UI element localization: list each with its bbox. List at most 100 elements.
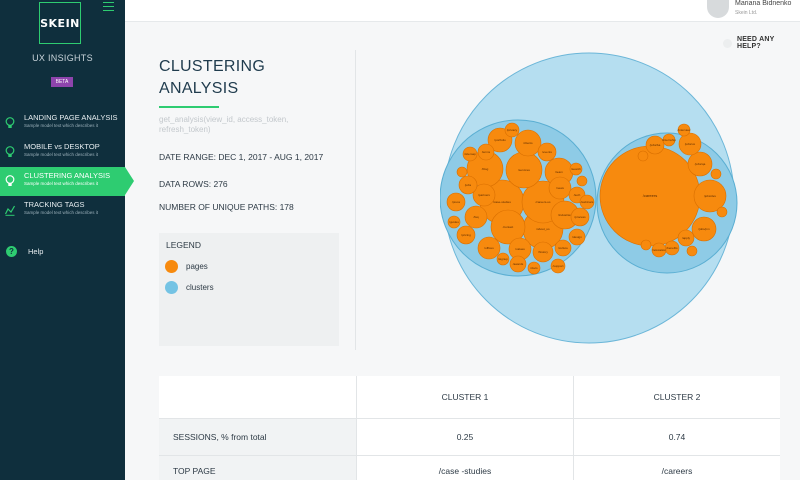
page-bubble[interactable] bbox=[537, 142, 557, 162]
logo-text: SKEIN bbox=[40, 16, 80, 30]
api-call-text: get_analysis(view_id, access_token, refr… bbox=[159, 115, 289, 134]
page-bubble[interactable] bbox=[490, 209, 526, 245]
page-bubble[interactable] bbox=[550, 258, 566, 274]
page-bubble[interactable] bbox=[645, 135, 665, 155]
page-bubble[interactable] bbox=[472, 183, 496, 207]
sidebar-item-label: TRACKING TAGS bbox=[24, 200, 85, 209]
page-bubble[interactable] bbox=[496, 252, 510, 266]
panel-divider bbox=[355, 50, 356, 350]
page-bubble-label: /tech bbox=[574, 193, 581, 197]
page-bubble[interactable] bbox=[458, 175, 478, 195]
legend-label: pages bbox=[186, 262, 208, 271]
sidebar-item-mobile-vs-desktop[interactable]: MOBILE vs DESKTOP Sample model text whic… bbox=[0, 138, 125, 167]
bulb-icon bbox=[5, 175, 15, 186]
page-bubble[interactable] bbox=[693, 179, 727, 213]
page-bubble[interactable] bbox=[640, 239, 652, 251]
page-bubble-label: /portfolio bbox=[494, 138, 506, 142]
page-bubble-label: /about_us bbox=[536, 227, 550, 231]
legend: LEGEND pages clusters bbox=[159, 233, 339, 346]
page-bubble[interactable] bbox=[446, 192, 466, 212]
page-bubble[interactable] bbox=[678, 132, 702, 156]
date-range: DATE RANGE: DEC 1, 2017 - AUG 1, 2017 bbox=[159, 152, 324, 162]
page-bubble-label: /press bbox=[452, 200, 461, 204]
page-bubble[interactable] bbox=[509, 255, 527, 273]
cluster-2-group: /careers/jobs/dev/jobs/qa/jobs/pm/jobs/u… bbox=[596, 123, 738, 274]
page-bubble-label: /jobs bbox=[465, 183, 472, 187]
page-bubble[interactable] bbox=[677, 229, 695, 247]
page-bubble-label: /benefits bbox=[666, 246, 678, 250]
page-bubble-label: /clients bbox=[523, 141, 533, 145]
page-bubble-label: /guides bbox=[449, 220, 459, 224]
sidebar-item-landing-page-analysis[interactable]: LANDING PAGE ANALYSIS Sample model text … bbox=[0, 109, 125, 138]
table-header-row: CLUSTER 1 CLUSTER 2 bbox=[159, 376, 780, 418]
table-header-cell bbox=[159, 376, 356, 418]
legend-swatch-pages bbox=[165, 260, 178, 273]
page-bubble[interactable] bbox=[576, 175, 588, 187]
page-bubble[interactable] bbox=[477, 236, 501, 260]
page-bubble-label: /jobs/dev bbox=[704, 194, 717, 198]
page-bubble-label: /news bbox=[556, 186, 564, 190]
avatar[interactable] bbox=[707, 0, 729, 18]
page-bubble[interactable] bbox=[686, 245, 698, 257]
page-bubble[interactable] bbox=[637, 150, 649, 162]
page-title: CLUSTERING ANALYSIS bbox=[159, 58, 266, 97]
sidebar-item-clustering-analysis[interactable]: CLUSTERING ANALYSIS Sample model text wh… bbox=[0, 167, 134, 196]
page-bubble-label: /values bbox=[515, 247, 525, 251]
page-bubble-label: /case-studies bbox=[493, 200, 511, 204]
page-bubble[interactable] bbox=[548, 176, 572, 200]
bulb-icon bbox=[5, 117, 15, 128]
table-row: TOP PAGE /case -studies /careers bbox=[159, 456, 780, 480]
page-bubble-label: /offices bbox=[484, 246, 494, 250]
page-bubble[interactable] bbox=[462, 146, 478, 162]
page-bubble-label: /jobs/ux bbox=[685, 142, 696, 146]
page-bubble-label: /blog bbox=[482, 167, 489, 171]
page-bubble[interactable] bbox=[570, 207, 590, 227]
page-bubble[interactable] bbox=[532, 241, 554, 263]
sidebar-help-link[interactable]: ? Help bbox=[6, 245, 43, 257]
page-bubble[interactable] bbox=[568, 228, 586, 246]
page-bubble[interactable] bbox=[456, 225, 476, 245]
page-bubble[interactable] bbox=[569, 162, 583, 176]
page-bubble[interactable] bbox=[527, 261, 541, 275]
need-help-button[interactable]: NEED ANY HELP? bbox=[723, 36, 800, 50]
sidebar-item-tracking-tags[interactable]: TRACKING TAGS Sample model text which de… bbox=[0, 196, 125, 225]
user-company: Skein Ltd. bbox=[735, 10, 758, 16]
sidebar-item-description: Sample model text which describes it bbox=[24, 210, 99, 215]
hamburger-menu-icon[interactable] bbox=[103, 2, 114, 11]
page-bubble[interactable] bbox=[716, 206, 728, 218]
page-bubble[interactable] bbox=[579, 194, 595, 210]
page-bubble-label: /jobs/qa bbox=[695, 162, 706, 166]
cluster-bubble-chart[interactable]: /case-studies/about_us/careers-us/servic… bbox=[440, 52, 740, 344]
skein-logo[interactable]: SKEIN bbox=[39, 2, 81, 44]
sidebar-nav: LANDING PAGE ANALYSIS Sample model text … bbox=[0, 109, 134, 225]
page-bubble[interactable] bbox=[464, 205, 488, 229]
sidebar-item-description: Sample model text which describes it bbox=[24, 152, 99, 157]
page-bubble[interactable] bbox=[456, 166, 468, 178]
table-cell: TOP PAGE bbox=[159, 456, 356, 480]
beta-badge: BETA bbox=[51, 77, 73, 87]
page-bubble[interactable] bbox=[504, 122, 520, 138]
help-label: Help bbox=[28, 246, 44, 256]
page-bubble-label: /team bbox=[555, 170, 563, 174]
page-bubble[interactable] bbox=[710, 168, 722, 180]
page-bubble[interactable] bbox=[687, 151, 713, 177]
page-bubble-label: /contact bbox=[503, 225, 514, 229]
page-bubble-label: /jobs/pm bbox=[698, 227, 710, 231]
user-name[interactable]: Mariana Bidnenko bbox=[735, 0, 792, 7]
page-bubble[interactable] bbox=[554, 239, 572, 257]
table-header-cell: CLUSTER 2 bbox=[573, 376, 780, 418]
page-bubble[interactable] bbox=[477, 143, 495, 161]
chart-icon bbox=[5, 205, 15, 216]
legend-swatch-clusters bbox=[165, 281, 178, 294]
legend-item-clusters: clusters bbox=[165, 281, 214, 294]
page-bubble[interactable] bbox=[651, 242, 667, 258]
page-bubble[interactable] bbox=[662, 133, 676, 147]
page-bubble[interactable] bbox=[514, 129, 542, 157]
page-bubble-label: /pricing bbox=[461, 233, 471, 237]
sidebar-item-label: LANDING PAGE ANALYSIS bbox=[24, 113, 118, 122]
page-bubble[interactable] bbox=[447, 215, 461, 229]
table-divider bbox=[159, 455, 780, 456]
page-bubble[interactable] bbox=[677, 123, 691, 137]
page-bubble[interactable] bbox=[691, 216, 717, 242]
page-bubble-label: /apply bbox=[682, 236, 691, 240]
